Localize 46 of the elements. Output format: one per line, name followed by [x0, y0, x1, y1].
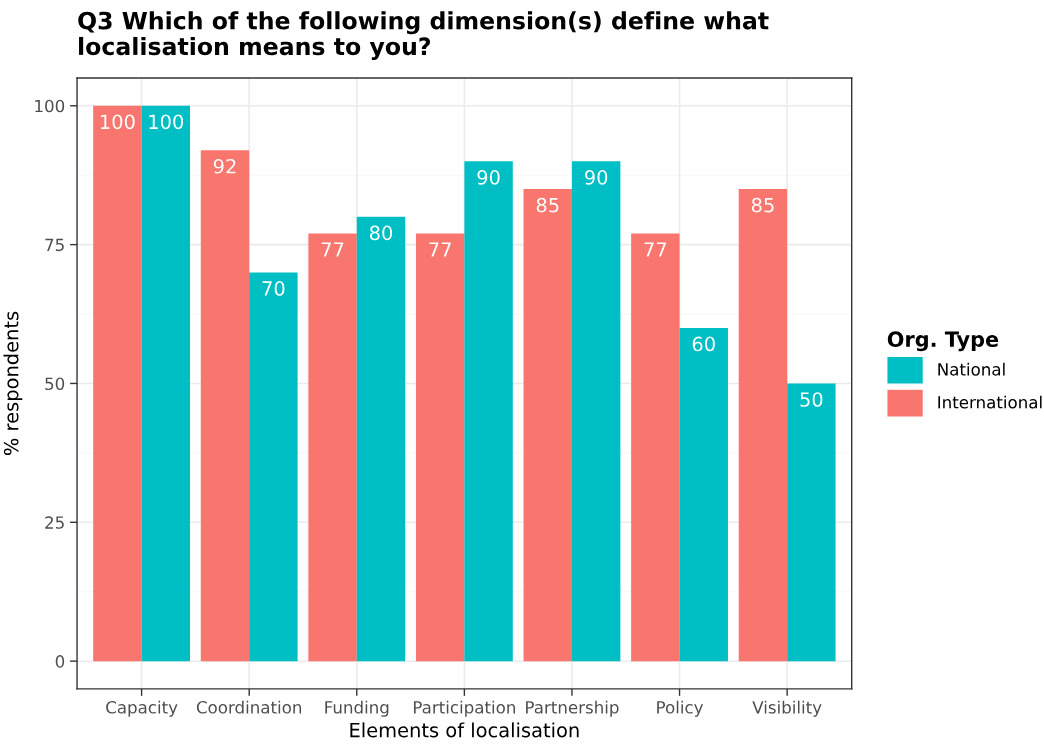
data-label: 50	[800, 392, 823, 407]
chart-title: Q3 Which of the following dimension(s) define what localisation means to you?	[78, 11, 769, 60]
x-tick-label: Visibility	[752, 700, 822, 717]
bar	[200, 150, 250, 662]
data-label: 77	[644, 242, 667, 257]
bar	[738, 189, 788, 662]
legend-label: International	[938, 395, 1042, 409]
bar	[631, 233, 680, 662]
y-tick-label: 100	[35, 99, 65, 113]
y-axis-title: % respondents	[3, 311, 23, 456]
bar	[308, 233, 357, 662]
data-label: 80	[369, 225, 393, 241]
legend-title: Org. Type	[887, 331, 999, 352]
bar	[356, 216, 406, 662]
y-tick-label: 50	[45, 377, 65, 391]
x-tick-label: Participation	[413, 700, 515, 717]
bar	[249, 272, 298, 662]
data-label: 100	[149, 114, 184, 130]
x-axis-title: Elements of localisation	[350, 722, 579, 738]
bar	[523, 189, 572, 662]
legend-label: National	[938, 362, 1005, 376]
y-tick-label: 75	[45, 238, 64, 252]
data-label: 100	[100, 114, 135, 130]
bar	[141, 105, 191, 662]
data-label: 92	[213, 158, 236, 174]
bar	[679, 327, 728, 662]
bar	[464, 161, 513, 662]
data-label: 60	[692, 336, 715, 352]
data-label: 90	[585, 170, 608, 185]
bar	[787, 383, 836, 662]
x-tick-label: Funding	[325, 700, 389, 717]
data-label: 85	[751, 197, 774, 213]
x-tick-label: Policy	[657, 700, 704, 717]
bar	[415, 233, 465, 662]
data-label: 77	[429, 242, 451, 257]
data-label: 90	[477, 170, 500, 185]
y-tick-label: 0	[55, 655, 65, 668]
y-tick-label: 25	[45, 516, 64, 529]
data-label: 70	[262, 281, 285, 296]
x-tick-label: Partnership	[526, 700, 619, 717]
bar	[93, 105, 142, 662]
data-label: 85	[536, 197, 559, 213]
x-tick-label: Capacity	[106, 700, 178, 717]
data-label: 77	[321, 242, 344, 257]
x-tick-label: Coordination	[196, 700, 302, 714]
bar	[571, 161, 621, 662]
